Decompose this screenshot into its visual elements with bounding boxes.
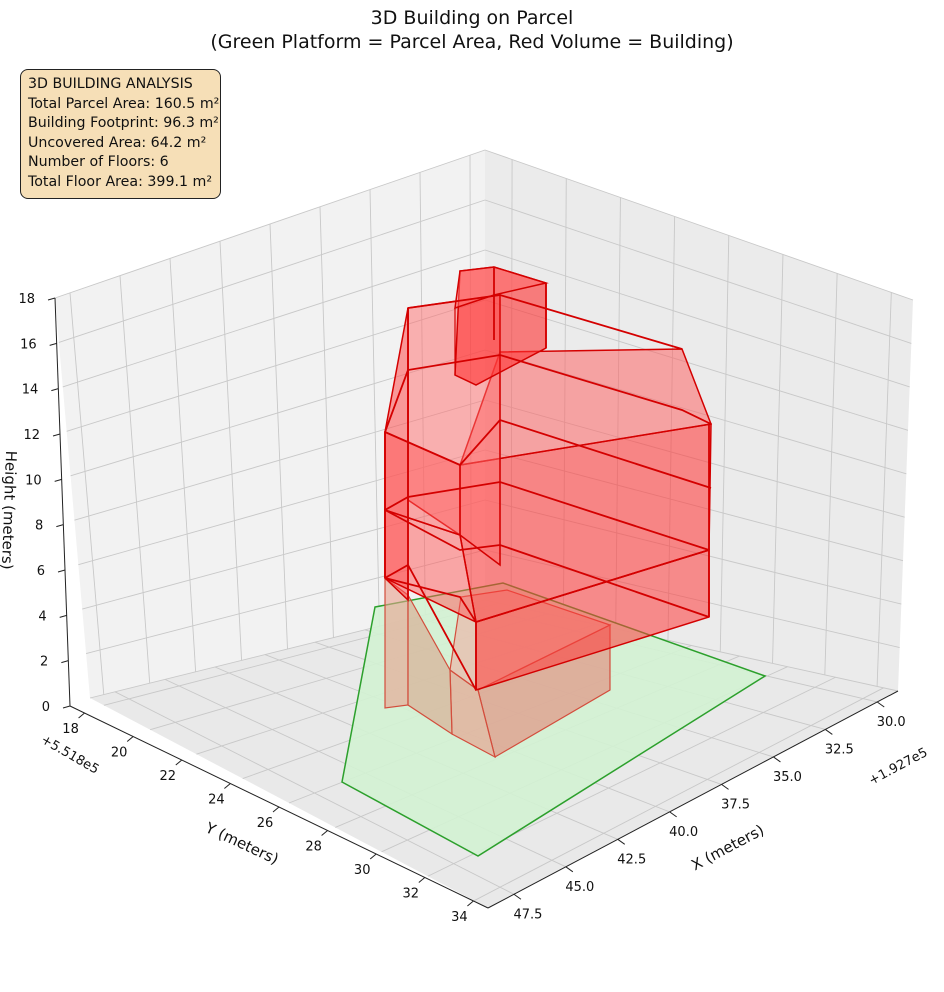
x-tick bbox=[669, 811, 677, 818]
floor-edge-1 bbox=[384, 549, 710, 624]
z-tick bbox=[57, 569, 66, 573]
x-offset-label: +1.927e5 bbox=[866, 745, 930, 788]
y-tick bbox=[418, 877, 426, 883]
chart-subtitle: (Green Platform = Parcel Area, Red Volum… bbox=[210, 31, 734, 53]
info-line-floors: Number of Floors: 6 bbox=[28, 154, 169, 170]
x-tick-label: 45.0 bbox=[565, 880, 594, 895]
z-tick bbox=[62, 705, 71, 709]
z-gridline bbox=[484, 299, 909, 431]
y-tick bbox=[321, 830, 328, 836]
floor-edge-2 bbox=[384, 509, 710, 618]
y-gridline bbox=[369, 189, 380, 627]
info-line-parcel-area: Total Parcel Area: 160.5 m² bbox=[28, 95, 220, 112]
y-gridline bbox=[319, 206, 334, 638]
x-tick bbox=[721, 783, 729, 790]
x-tick-label: 42.5 bbox=[617, 852, 646, 867]
z-tick-label: 10 bbox=[25, 473, 42, 488]
z-tick-label: 16 bbox=[20, 337, 37, 352]
y-tick bbox=[126, 736, 134, 742]
x-axis-spine bbox=[487, 690, 899, 909]
y-tick bbox=[272, 806, 280, 813]
y-gridline bbox=[69, 292, 105, 695]
z-tick bbox=[54, 478, 62, 482]
info-line-uncovered: Uncovered Area: 64.2 m² bbox=[28, 134, 207, 151]
y-tick-label: 22 bbox=[160, 769, 177, 784]
y-tick-label: 20 bbox=[111, 746, 128, 761]
y-gridline bbox=[219, 241, 243, 661]
z-gridline bbox=[484, 199, 912, 344]
z-tick-label: 6 bbox=[37, 564, 45, 579]
y-tick-label: 32 bbox=[403, 886, 420, 901]
z-tick-label: 18 bbox=[18, 292, 35, 307]
z-axis-spine bbox=[54, 297, 71, 707]
z-axis-label: Height (meters) bbox=[0, 450, 20, 570]
z-gridline bbox=[484, 249, 910, 388]
z-tick-label: 4 bbox=[38, 609, 46, 624]
y-tick bbox=[175, 759, 183, 766]
y-tick-label: 30 bbox=[354, 863, 371, 878]
x-tick bbox=[617, 838, 626, 845]
x-tick bbox=[825, 729, 833, 735]
info-line-footprint: Building Footprint: 96.3 m² bbox=[28, 115, 219, 131]
z-tick bbox=[59, 614, 67, 618]
z-tick-label: 2 bbox=[40, 655, 48, 670]
y-tick bbox=[78, 712, 85, 719]
axis-ticks: 02468101214161818202224262830323430.032.… bbox=[18, 292, 905, 925]
z-gridline bbox=[484, 149, 914, 301]
x-tick bbox=[565, 866, 574, 873]
y-tick-label: 26 bbox=[257, 816, 274, 831]
y-gridline bbox=[473, 687, 884, 902]
z-tick-label: 12 bbox=[23, 428, 40, 443]
analysis-info-box: 3D BUILDING ANALYSIS Total Parcel Area: … bbox=[20, 69, 221, 199]
y-tick bbox=[467, 900, 474, 907]
x-gridline bbox=[772, 254, 784, 664]
x-tick bbox=[513, 893, 522, 900]
z-tick bbox=[52, 433, 61, 437]
x-tick-label: 37.5 bbox=[721, 797, 750, 812]
west-low-face-2 bbox=[407, 592, 453, 736]
z-tick bbox=[56, 524, 64, 528]
z-tick-label: 14 bbox=[22, 383, 39, 398]
y-gridline bbox=[269, 223, 288, 650]
x-tick bbox=[876, 701, 885, 708]
z-tick-label: 0 bbox=[42, 700, 50, 715]
y-offset-label: +5.518e5 bbox=[38, 732, 101, 777]
z-tick bbox=[61, 660, 69, 664]
z-tick bbox=[49, 342, 57, 346]
x-gridline bbox=[824, 273, 838, 675]
x-gridline bbox=[114, 691, 515, 895]
chart-title-main: 3D Building on Parcel bbox=[370, 7, 574, 29]
chart-title: 3D Building on Parcel (Green Platform = … bbox=[0, 6, 944, 54]
y-tick-label: 34 bbox=[451, 910, 468, 925]
y-tick-label: 18 bbox=[62, 722, 79, 737]
y-tick bbox=[369, 853, 377, 860]
left-back-pane bbox=[55, 150, 485, 698]
floor-edge-4 bbox=[384, 418, 712, 489]
info-heading: 3D BUILDING ANALYSIS bbox=[28, 76, 193, 92]
building-volume bbox=[384, 266, 713, 759]
y-gridline bbox=[169, 258, 197, 672]
y-tick-label: 24 bbox=[208, 793, 225, 808]
y-gridline bbox=[119, 275, 151, 684]
x-tick-label: 35.0 bbox=[773, 770, 802, 785]
x-axis-label: X (meters) bbox=[688, 821, 767, 874]
info-line-floor-area: Total Floor Area: 399.1 m² bbox=[28, 173, 213, 190]
x-gridline bbox=[719, 235, 730, 652]
y-tick bbox=[224, 783, 231, 789]
floor-edge-3 bbox=[384, 481, 710, 551]
y-tick-label: 28 bbox=[305, 839, 322, 854]
x-gridline bbox=[876, 292, 892, 687]
x-tick-label: 32.5 bbox=[825, 742, 854, 757]
x-tick-label: 30.0 bbox=[877, 715, 906, 730]
z-tick bbox=[51, 388, 59, 392]
z-tick bbox=[47, 297, 56, 301]
x-tick-label: 40.0 bbox=[669, 825, 698, 840]
x-tick-label: 47.5 bbox=[513, 907, 542, 922]
x-tick bbox=[773, 756, 781, 763]
z-tick-label: 8 bbox=[35, 519, 43, 534]
